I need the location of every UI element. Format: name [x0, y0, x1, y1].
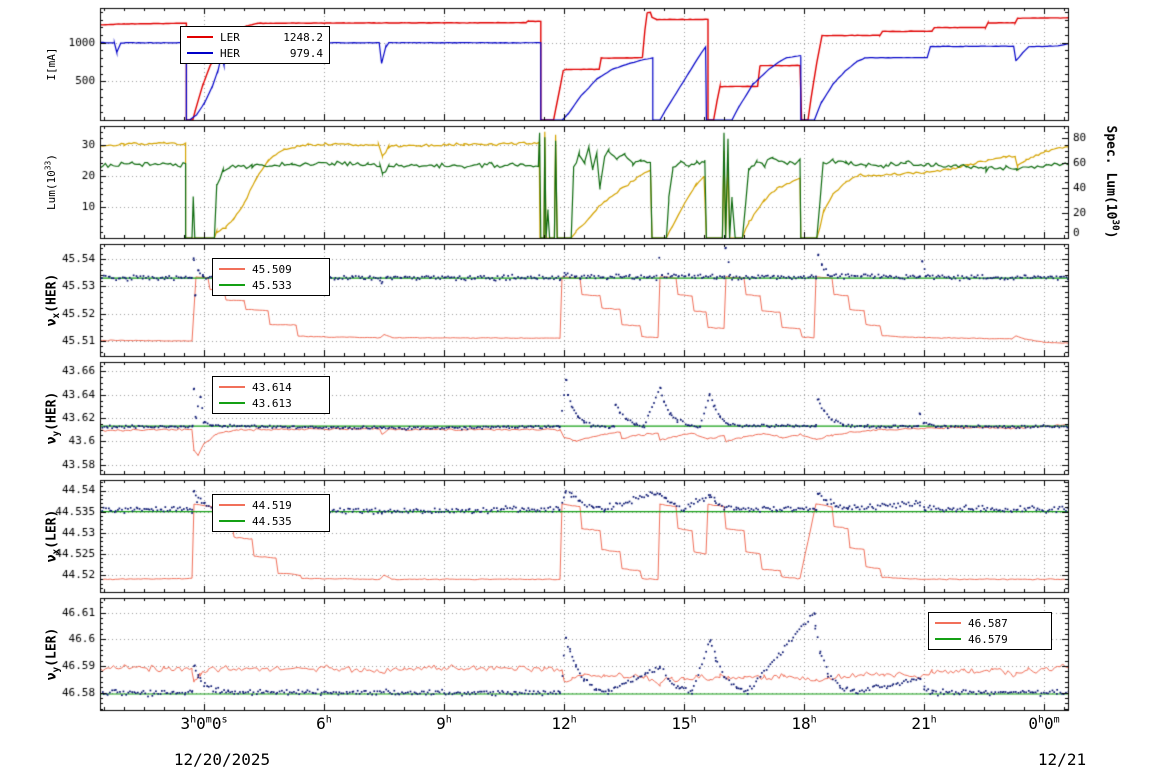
- legend-series-value: 44.535: [252, 514, 292, 528]
- legend-series-name: LER: [220, 30, 240, 44]
- nuy-ler-legend: 46.587 46.579: [928, 612, 1052, 650]
- legend-entry: 46.587: [935, 615, 1045, 631]
- legend-series-value: 45.533: [252, 278, 292, 292]
- reference-line-swatch: [219, 520, 245, 522]
- legend-entry: 44.535: [219, 513, 323, 529]
- nux-ler-legend: 44.519 44.535: [212, 494, 330, 532]
- reference-line-swatch: [219, 402, 245, 404]
- x-tick-label: 18h: [791, 714, 817, 733]
- nuy-her-legend: 43.614 43.613: [212, 376, 330, 414]
- setpoint-line-swatch: [935, 622, 961, 624]
- y-axis-label-specific-luminosity: Spec. Lum(1030): [1103, 125, 1121, 239]
- x-tick-label: 3h0m0s: [180, 714, 228, 733]
- legend-series-value: 979.4: [289, 46, 323, 60]
- legend-entry: 43.614: [219, 379, 323, 395]
- date-label-left: 12/20/2025: [173, 750, 271, 769]
- nux-her-legend: 45.509 45.533: [212, 258, 330, 296]
- y-axis-label-current: I[mA]: [45, 47, 59, 81]
- legend-entry: HER 979.4: [187, 45, 323, 61]
- y-axis-label-luminosity: Lum(1033): [43, 154, 59, 210]
- legend-entry: 45.509: [219, 261, 323, 277]
- beam-current-legend: LER 1248.2 HER 979.4: [180, 26, 330, 64]
- x-tick-label: 6h: [316, 714, 332, 733]
- legend-series-value: 45.509: [252, 262, 292, 276]
- legend-series-value: 1248.2: [283, 30, 323, 44]
- legend-series-value: 46.587: [968, 616, 1008, 630]
- y-axis-label-nux-ler: νx(LER): [44, 509, 62, 563]
- setpoint-line-swatch: [219, 268, 245, 270]
- reference-line-swatch: [935, 638, 961, 640]
- y-axis-label-nuy-ler: νy(LER): [44, 627, 62, 681]
- legend-series-name: HER: [220, 46, 240, 60]
- her-line-swatch: [187, 52, 213, 54]
- ler-line-swatch: [187, 36, 213, 38]
- reference-line-swatch: [219, 284, 245, 286]
- legend-entry: LER 1248.2: [187, 29, 323, 45]
- x-tick-label: 9h: [436, 714, 452, 733]
- x-tick-label: 0h0m: [1028, 714, 1060, 733]
- setpoint-line-swatch: [219, 504, 245, 506]
- x-tick-label: 15h: [671, 714, 697, 733]
- date-label-right: 12/21: [1037, 750, 1087, 769]
- y-axis-label-nux-her: νx(HER): [44, 273, 62, 327]
- legend-entry: 45.533: [219, 277, 323, 293]
- legend-series-value: 43.613: [252, 396, 292, 410]
- legend-entry: 44.519: [219, 497, 323, 513]
- x-axis: 3h0m0s 6h 9h 12h 15h 18h 21h 0h0m: [0, 714, 1154, 740]
- legend-series-value: 43.614: [252, 380, 292, 394]
- x-tick-label: 12h: [551, 714, 577, 733]
- legend-entry: 43.613: [219, 395, 323, 411]
- y-axis-label-nuy-her: νy(HER): [44, 391, 62, 445]
- legend-series-value: 46.579: [968, 632, 1008, 646]
- legend-entry: 46.579: [935, 631, 1045, 647]
- legend-series-value: 44.519: [252, 498, 292, 512]
- setpoint-line-swatch: [219, 386, 245, 388]
- x-tick-label: 21h: [911, 714, 937, 733]
